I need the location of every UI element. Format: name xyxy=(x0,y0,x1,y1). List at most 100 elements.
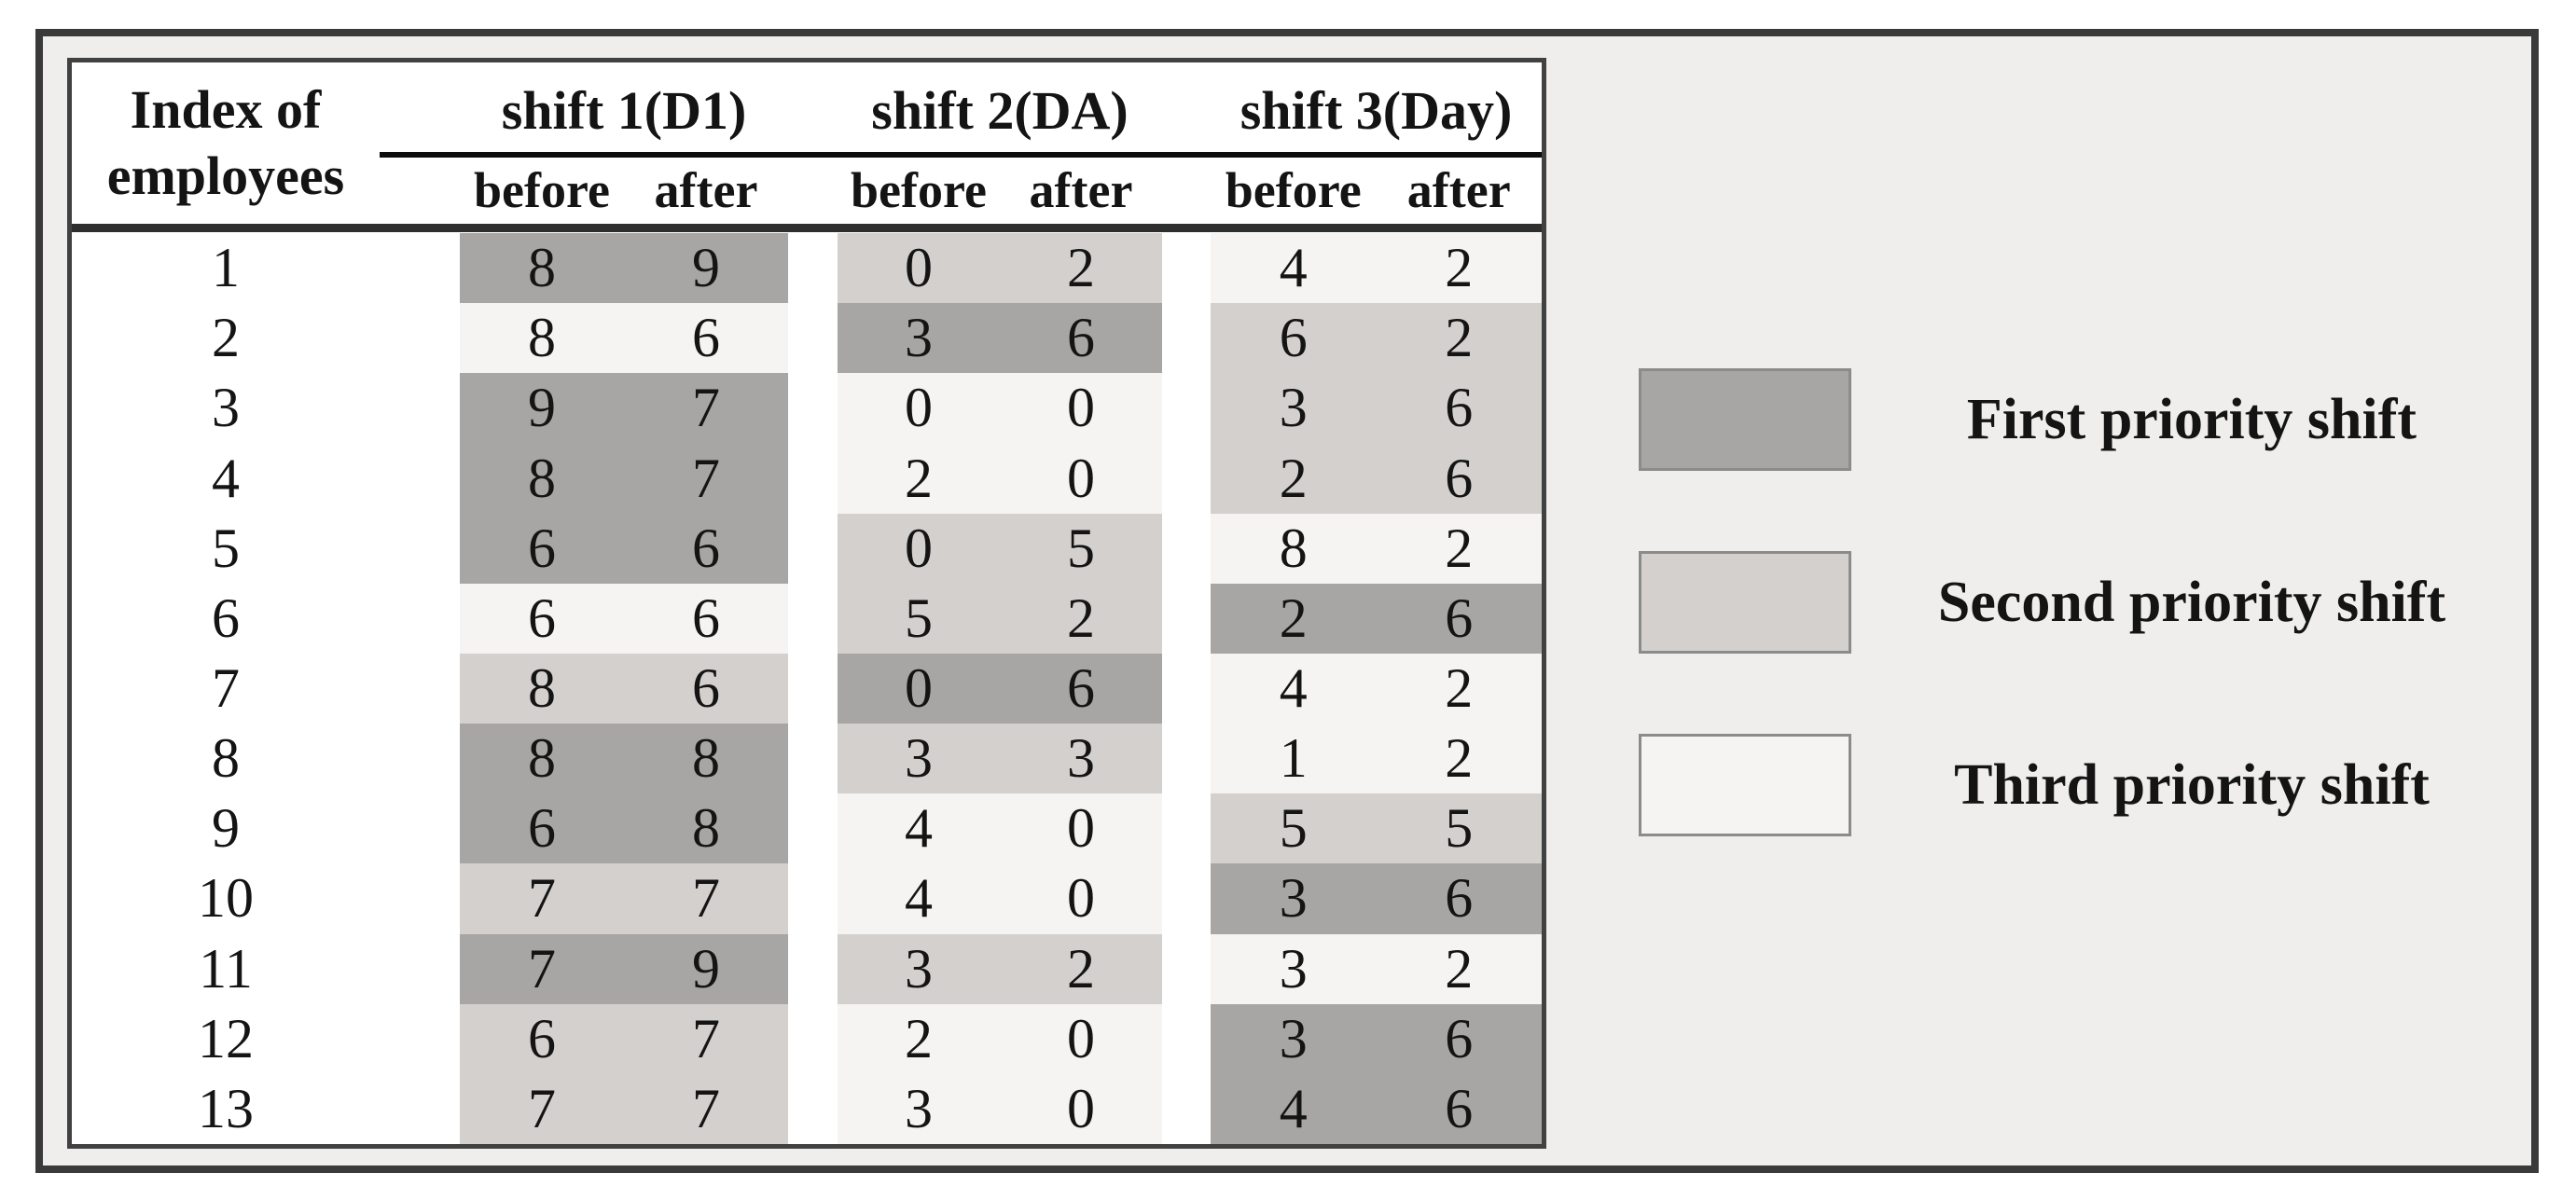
before-value: 7 xyxy=(528,867,556,930)
employee-shift-table: Index of employees shift 1(D1) shift 2(D… xyxy=(67,58,1546,1149)
before-value: 0 xyxy=(905,656,933,719)
after-value: 2 xyxy=(1445,937,1474,1000)
after-value: 2 xyxy=(1445,237,1474,299)
after-value: 6 xyxy=(1445,586,1474,649)
after-value: 2 xyxy=(1067,937,1095,1000)
before-value: 6 xyxy=(528,1007,556,1069)
before-value: 2 xyxy=(1279,586,1308,649)
first-priority-swatch xyxy=(1639,368,1851,471)
shift3-after-label: after xyxy=(1406,162,1511,218)
after-value: 8 xyxy=(692,727,720,790)
before-value: 8 xyxy=(528,237,556,299)
before-value: 6 xyxy=(528,586,556,649)
before-value: 0 xyxy=(905,237,933,299)
index-header-line1: Index of xyxy=(130,79,322,141)
before-value: 3 xyxy=(1279,377,1308,439)
employee-index: 2 xyxy=(212,307,240,369)
after-value: 6 xyxy=(1445,1077,1474,1139)
before-value: 6 xyxy=(528,797,556,860)
before-value: 8 xyxy=(528,307,556,369)
before-value: 3 xyxy=(905,937,933,1000)
after-value: 7 xyxy=(692,1077,720,1139)
before-value: 5 xyxy=(905,586,933,649)
before-value: 4 xyxy=(1279,237,1308,299)
shift2-before-label: before xyxy=(851,162,987,218)
shift3-before-label: before xyxy=(1225,162,1362,218)
employee-index: 12 xyxy=(198,1007,254,1069)
after-value: 0 xyxy=(1067,867,1095,930)
after-value: 6 xyxy=(1067,307,1095,369)
before-value: 0 xyxy=(905,377,933,439)
after-value: 9 xyxy=(692,237,720,299)
before-value: 4 xyxy=(905,797,933,860)
after-value: 0 xyxy=(1067,1007,1095,1069)
before-value: 6 xyxy=(528,517,556,579)
before-value: 4 xyxy=(1279,656,1308,719)
employee-index: 4 xyxy=(212,447,240,509)
index-column: 1 2 3 4 5 6 7 8 9 10 11 12 13 xyxy=(72,233,380,1144)
shift1-before-label: before xyxy=(474,162,610,218)
after-value: 2 xyxy=(1067,237,1095,299)
index-of-employees-header: Index of employees xyxy=(72,62,380,225)
after-value: 0 xyxy=(1067,1077,1095,1139)
shift2-header: shift 2(DA) xyxy=(871,79,1129,141)
after-value: 0 xyxy=(1067,797,1095,860)
after-value: 9 xyxy=(692,937,720,1000)
shift2-subheader: before after xyxy=(838,158,1162,223)
before-value: 2 xyxy=(905,1007,933,1069)
before-value: 4 xyxy=(1279,1077,1308,1139)
shift3-subheader: before after xyxy=(1211,158,1542,223)
after-value: 0 xyxy=(1067,447,1095,509)
after-value: 3 xyxy=(1067,727,1095,790)
employee-index: 7 xyxy=(212,656,240,719)
after-value: 7 xyxy=(692,447,720,509)
before-value: 8 xyxy=(1279,517,1308,579)
after-value: 5 xyxy=(1445,797,1474,860)
before-value: 4 xyxy=(905,867,933,930)
before-value: 6 xyxy=(1279,307,1308,369)
after-value: 0 xyxy=(1067,377,1095,439)
shift1-header: shift 1(D1) xyxy=(501,79,747,141)
second-priority-label: Second priority shift xyxy=(1937,570,2446,634)
before-value: 7 xyxy=(528,937,556,1000)
after-value: 6 xyxy=(1445,867,1474,930)
header-separator-rule xyxy=(72,224,1542,232)
before-value: 8 xyxy=(528,727,556,790)
after-value: 2 xyxy=(1445,307,1474,369)
shift1-after-label: after xyxy=(654,162,758,218)
after-value: 8 xyxy=(692,797,720,860)
shift3-header: shift 3(Day) xyxy=(1240,79,1513,141)
after-value: 6 xyxy=(1067,656,1095,719)
before-value: 8 xyxy=(528,447,556,509)
before-value: 3 xyxy=(905,307,933,369)
after-value: 2 xyxy=(1445,656,1474,719)
before-value: 2 xyxy=(905,447,933,509)
second-priority-swatch xyxy=(1639,551,1851,654)
before-value: 3 xyxy=(1279,867,1308,930)
after-value: 6 xyxy=(1445,1007,1474,1069)
after-value: 6 xyxy=(692,586,720,649)
